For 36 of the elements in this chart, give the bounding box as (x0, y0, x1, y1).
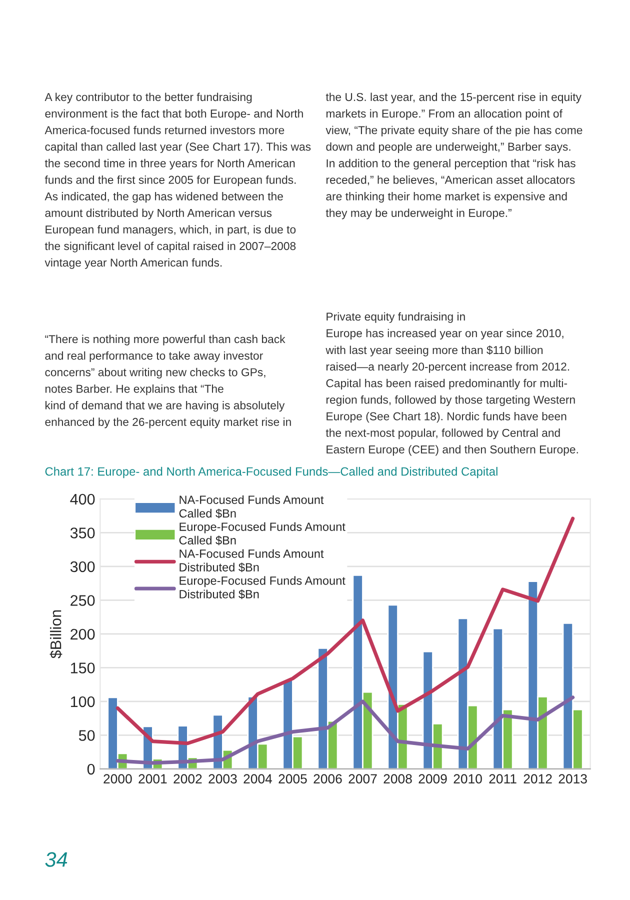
legend-label: NA-Focused Funds Amount Distributed $Bn (180, 549, 324, 572)
x-tick-label: 2012 (524, 774, 552, 784)
line-series (116, 696, 575, 765)
text: A key contributor to the better fundraising environment is the fact that both Europe- and North America-focused funds returned investors more capital than called last year (See Chart 17). This was the second time in three years for North American funds and the first since 2005 for European funds. As indicated, the gap has widened between the amount distributed by North American versus European fund managers, which, in part, is due to the significant level of capital raised in 2007–2008 vintage year North American funds. (44, 92, 311, 269)
x-tick-label: 2007 (348, 774, 377, 784)
x-tick-label: 2011 (489, 774, 516, 784)
y-tick-label: 50 (78, 730, 95, 741)
x-tick-label: 2009 (418, 774, 447, 784)
y-tick-label: 100 (70, 696, 95, 708)
x-tick-label: 2006 (314, 774, 342, 784)
x-tick-label: 2004 (244, 774, 272, 784)
x-tick-label: 2005 (278, 774, 307, 784)
y-tick-label: 400 (70, 494, 95, 505)
text: the U.S. last year, and the 15-percent rise in equity markets in Europe.” From an allocation point of view, “The private equity share of the pie has come down and people are underweight,” Barber says. In addition to the general perception that “risk has receded,” he believes, “American asset allocators are thinking their home market is expensive and they may be underweight in Europe.” (326, 92, 582, 220)
text: Private equity fundraising in Europe has increased year on year since 2010, with last year seeing more than $110 billion raised—a nearly 20-percent increase from 2012. Capital has been raised predominantly for multi- region funds, followed by those targeting Western Europe (See Chart 18). Nordic funds have been the next-most popular, followed by Central and Eastern Europe (CEE) and then Southern Europe. (326, 312, 578, 456)
y-axis-title: $Billion (50, 610, 62, 658)
y-tick-label: 0 (87, 764, 95, 775)
y-tick-label: 200 (70, 628, 95, 640)
chart-title: Chart 17: Europe- and North America-Focused Funds—Called and Distributed Capital (45, 466, 498, 478)
text: “There is nothing more powerful than cash back and real performance to take away investor concerns” about writing new checks to GPs, notes Barber. He explains that “The kind of demand that we are having is absolutely enhanced by the 26-percent equity market rise in (45, 334, 291, 428)
x-tick-label: 2010 (454, 774, 482, 784)
text: 34 (45, 852, 68, 867)
line-series (116, 516, 575, 746)
x-tick-label: 2002 (174, 774, 202, 784)
y-tick-label: 250 (70, 595, 95, 606)
x-tick-label: 2003 (208, 774, 237, 784)
x-tick-label: 2008 (384, 774, 412, 784)
y-tick-label: 300 (70, 561, 95, 572)
legend-label: Europe-Focused Funds Amount Called $Bn (179, 522, 346, 546)
legend-label: Europe-Focused Funds Amount Distributed $Bn (180, 576, 346, 600)
y-tick-label: 350 (70, 528, 95, 538)
x-tick-label: 2001 (138, 774, 167, 784)
legend-label: NA-Focused Funds Amount Called $Bn (179, 495, 324, 518)
x-tick-label: 2000 (104, 774, 132, 784)
x-tick-label: 2013 (558, 774, 587, 784)
y-tick-label: 150 (70, 662, 95, 674)
